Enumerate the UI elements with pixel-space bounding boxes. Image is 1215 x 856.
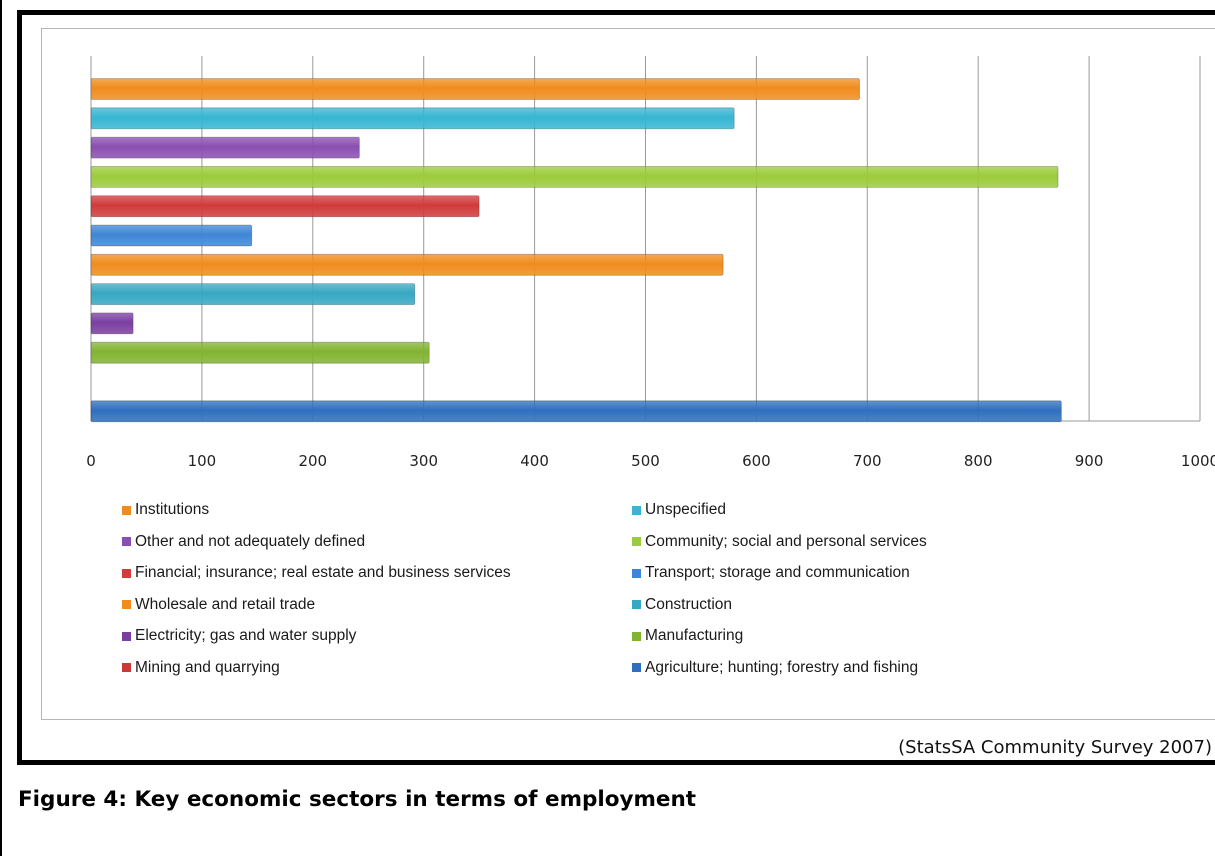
legend-swatch xyxy=(632,631,641,641)
legend-item: Transport; storage and communication xyxy=(632,564,910,582)
legend-swatch xyxy=(632,663,641,672)
x-tick-label: 700 xyxy=(853,452,882,470)
bar-0 xyxy=(90,78,860,100)
legend-item: Financial; insurance; real estate and bu… xyxy=(122,564,511,582)
x-tick-label: 900 xyxy=(1075,452,1104,470)
bar-5 xyxy=(90,224,253,247)
legend-item: Electricity; gas and water supply xyxy=(122,627,356,645)
legend-label: Electricity; gas and water supply xyxy=(135,627,357,644)
legend-swatch xyxy=(122,631,131,641)
bar-8 xyxy=(90,312,134,335)
legend-item: Institutions xyxy=(122,501,209,519)
legend-label: Institutions xyxy=(135,501,210,518)
left-border xyxy=(0,0,2,856)
legend-label: Other and not adequately defined xyxy=(135,532,366,550)
legend-label: Wholesale and retail trade xyxy=(135,595,316,613)
x-tick-label: 0 xyxy=(86,452,96,470)
chart-area: 0 100 200 300 400 500 600 700 800 900 1000 Institu… xyxy=(41,28,1215,720)
legend-swatch xyxy=(122,537,131,546)
legend-label: Financial; insurance; real estate and bu… xyxy=(135,564,511,581)
x-tick-label: 600 xyxy=(742,452,771,470)
figure-frame: 0 100 200 300 400 500 600 700 800 900 1000 Institu… xyxy=(17,10,1215,765)
legend-label: Community; social and personal services xyxy=(645,532,927,550)
x-tick-label: 800 xyxy=(964,452,993,470)
legend-label: Mining and quarrying xyxy=(135,658,280,676)
x-tick-label: 500 xyxy=(631,452,660,470)
legend-label: Transport; storage and communication xyxy=(645,564,910,581)
legend-label: Construction xyxy=(645,595,733,613)
bar-2 xyxy=(90,136,360,159)
legend-item: Wholesale and retail trade xyxy=(122,596,315,614)
bar-11 xyxy=(90,400,1062,423)
bar-9 xyxy=(90,341,430,364)
legend-item: Unspecified xyxy=(632,501,726,519)
source-note: (StatsSA Community Survey 2007) xyxy=(898,737,1212,758)
legend-item: Construction xyxy=(632,596,732,614)
bar-1 xyxy=(90,107,735,130)
legend-item: Mining and quarrying xyxy=(122,659,280,677)
legend-swatch xyxy=(122,568,131,578)
x-tick-label: 400 xyxy=(520,452,549,470)
x-tick-label: 1000 xyxy=(1181,452,1215,470)
bar-chart: 0 100 200 300 400 500 600 700 800 900 1000 xyxy=(86,56,1215,470)
legend-swatch xyxy=(122,600,131,609)
x-tick-label: 300 xyxy=(409,452,438,470)
legend-swatch xyxy=(122,663,131,672)
x-tick-label: 100 xyxy=(188,452,217,470)
legend-item: Community; social and personal services xyxy=(632,533,927,551)
legend-swatch xyxy=(632,505,641,515)
x-tick-label: 200 xyxy=(298,452,327,470)
legend-item: Manufacturing xyxy=(632,627,743,645)
legend-label: Manufacturing xyxy=(645,627,744,644)
bar-7 xyxy=(90,283,416,306)
legend-item: Agriculture; hunting; forestry and fishi… xyxy=(632,659,918,677)
legend-swatch xyxy=(632,568,641,578)
figure-caption: Figure 4: Key economic sectors in terms … xyxy=(18,787,697,812)
legend-label: Agriculture; hunting; forestry and fishi… xyxy=(645,658,919,676)
legend-label: Unspecified xyxy=(645,501,726,518)
legend-swatch xyxy=(632,600,641,609)
bar-6 xyxy=(90,253,724,276)
bar-3 xyxy=(90,165,1059,188)
legend-swatch xyxy=(122,505,131,515)
legend-item: Other and not adequately defined xyxy=(122,533,365,551)
legend-swatch xyxy=(632,537,641,546)
bar-4 xyxy=(90,195,480,218)
